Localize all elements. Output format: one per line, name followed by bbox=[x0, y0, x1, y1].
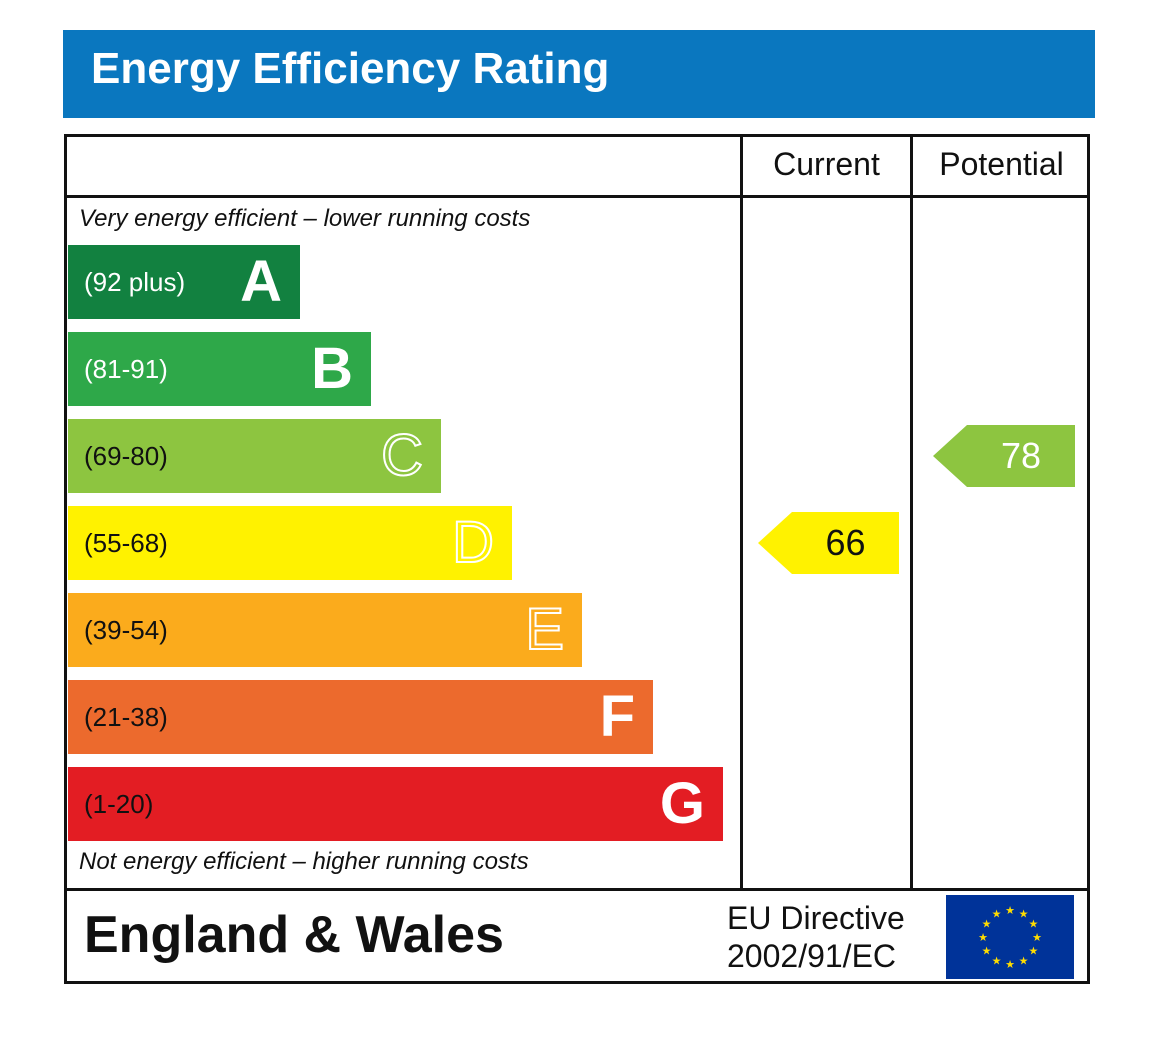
rating-table bbox=[64, 134, 1090, 984]
band-range-label: (92 plus) bbox=[84, 267, 186, 297]
potential-arrow-shape bbox=[933, 425, 1075, 487]
band-c: (69-80) C bbox=[68, 419, 441, 493]
column-header-potential: Potential bbox=[939, 146, 1064, 182]
band-range-label: (39-54) bbox=[84, 615, 168, 645]
band-letter: C bbox=[380, 422, 424, 489]
band-range-label: (69-80) bbox=[84, 441, 168, 471]
region-label: England & Wales bbox=[84, 906, 504, 964]
band-d: (55-68) D bbox=[68, 506, 512, 580]
eu-star-icon: ★ bbox=[1028, 946, 1038, 958]
directive-line-1: EU Directive bbox=[727, 900, 905, 936]
top-note: Very energy efficient – lower running co… bbox=[79, 205, 531, 232]
title-bar: Energy Efficiency Rating bbox=[63, 30, 1095, 118]
bottom-note: Not energy efficient – higher running co… bbox=[79, 848, 529, 875]
eu-stars-icon: ★ ★★★★★★★★★★★ bbox=[978, 905, 1042, 971]
current-arrow-shape bbox=[758, 512, 899, 574]
band-letter: F bbox=[599, 684, 635, 749]
eu-star-icon: ★ bbox=[992, 955, 1002, 967]
band-letter: A bbox=[240, 249, 282, 314]
divider-potential-left bbox=[910, 134, 913, 891]
current-rating-arrow: 66 bbox=[758, 512, 899, 574]
column-header-current: Current bbox=[773, 146, 880, 182]
potential-rating-arrow: 78 bbox=[933, 425, 1075, 487]
current-rating-value: 66 bbox=[825, 522, 866, 563]
divider-current-left bbox=[740, 134, 743, 891]
band-e: (39-54) E bbox=[68, 593, 582, 667]
band-range-label: (1-20) bbox=[84, 789, 154, 819]
band-range-label: (81-91) bbox=[84, 354, 168, 384]
divider-footer-row bbox=[64, 888, 1090, 891]
band-letter: E bbox=[524, 596, 565, 663]
band-letter: G bbox=[659, 771, 705, 836]
eu-star-icon: ★ bbox=[992, 909, 1002, 921]
eu-flag-icon: ★ ★ ★ ★ ★ ★ ★ ★ ★ ★ ★ ★ bbox=[946, 895, 1074, 979]
band-b: (81-91) B bbox=[68, 332, 371, 406]
eu-star-icon: ★ bbox=[1019, 955, 1029, 967]
band-letter: B bbox=[311, 336, 353, 401]
eu-star-icon: ★ bbox=[1032, 932, 1042, 944]
eu-star-icon: ★ bbox=[982, 919, 992, 931]
band-g: (1-20) G bbox=[68, 767, 723, 841]
band-a: (92 plus) A bbox=[68, 245, 300, 319]
eu-directive: EU Directive 2002/91/EC bbox=[727, 899, 905, 975]
divider-header-row bbox=[64, 195, 1090, 198]
eu-star-icon: ★ bbox=[1028, 919, 1038, 931]
eu-star-icon: ★ bbox=[1019, 909, 1029, 921]
eu-star-icon: ★ bbox=[982, 946, 992, 958]
eu-star-icon: ★ bbox=[1005, 905, 1015, 917]
band-range-label: (55-68) bbox=[84, 528, 168, 558]
eu-star-icon: ★ bbox=[1005, 959, 1015, 971]
band-f: (21-38) F bbox=[68, 680, 653, 754]
band-letter: D bbox=[451, 509, 495, 576]
chart-title: Energy Efficiency Rating bbox=[91, 44, 610, 93]
potential-rating-value: 78 bbox=[1000, 435, 1042, 476]
eu-star-icon: ★ bbox=[978, 932, 988, 944]
band-range-label: (21-38) bbox=[84, 702, 168, 732]
directive-line-2: 2002/91/EC bbox=[727, 938, 897, 974]
